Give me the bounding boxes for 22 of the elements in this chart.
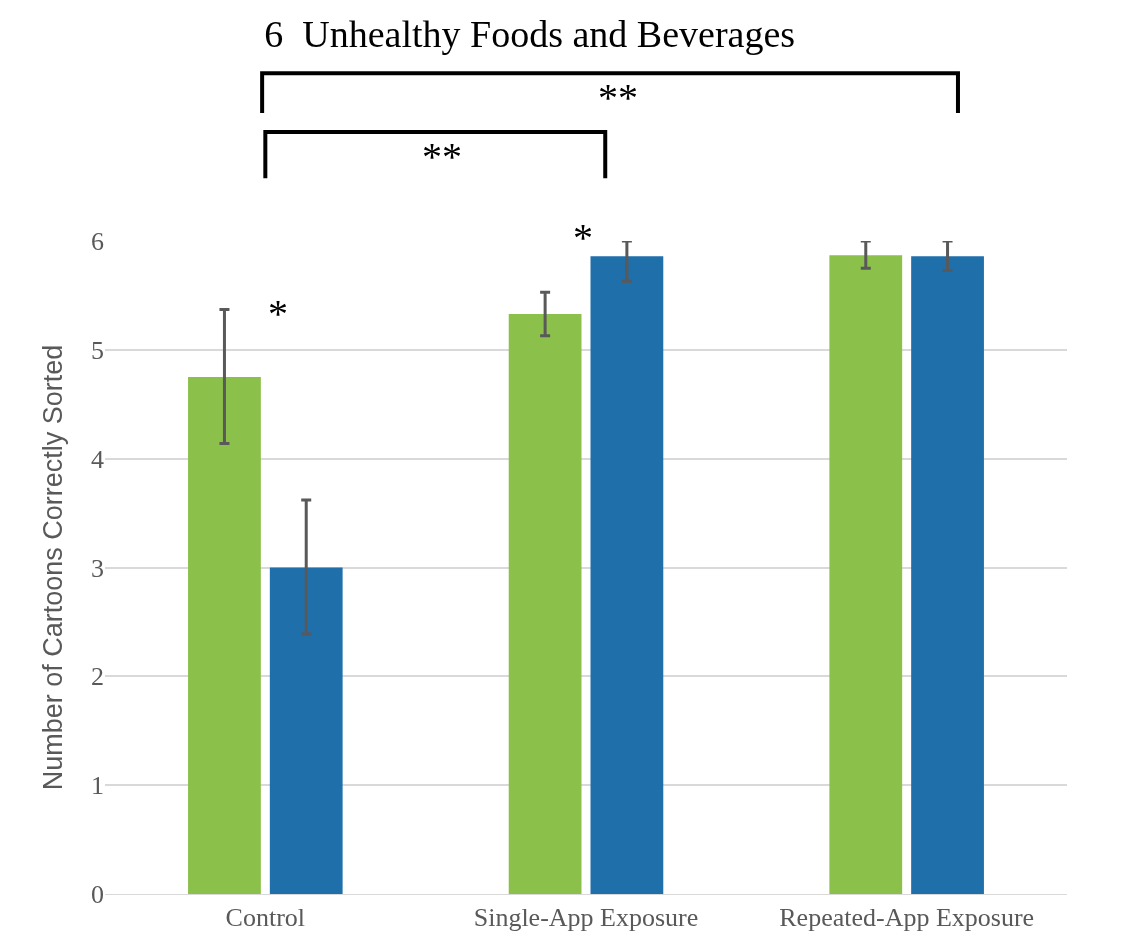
bar (829, 255, 903, 894)
annotation: * (268, 291, 288, 336)
y-tick-label: 6 (91, 227, 104, 257)
x-tick-label: Single-App Exposure (473, 903, 699, 933)
y-tick-label: 0 (91, 880, 104, 910)
y-tick-label: 1 (91, 771, 104, 801)
text: ** (422, 134, 462, 179)
bar (188, 377, 261, 894)
bar (508, 313, 582, 894)
y-tick-label: 3 (91, 553, 104, 583)
bar (590, 256, 664, 894)
bar (269, 567, 343, 894)
bar (911, 256, 984, 894)
text: ** (598, 75, 638, 120)
x-tick-label: Control (225, 903, 306, 933)
y-tick-label: 5 (91, 335, 104, 365)
y-tick-label: 2 (91, 662, 104, 692)
y-tick-label: 4 (91, 444, 104, 474)
chart-title: 6 Unhealthy Foods and Beverages (264, 12, 796, 55)
annotation: * (573, 215, 593, 260)
y-axis-title: Number of Cartoons Correctly Sorted (38, 344, 69, 791)
x-tick-label: Repeated-App Exposure (779, 903, 1035, 933)
